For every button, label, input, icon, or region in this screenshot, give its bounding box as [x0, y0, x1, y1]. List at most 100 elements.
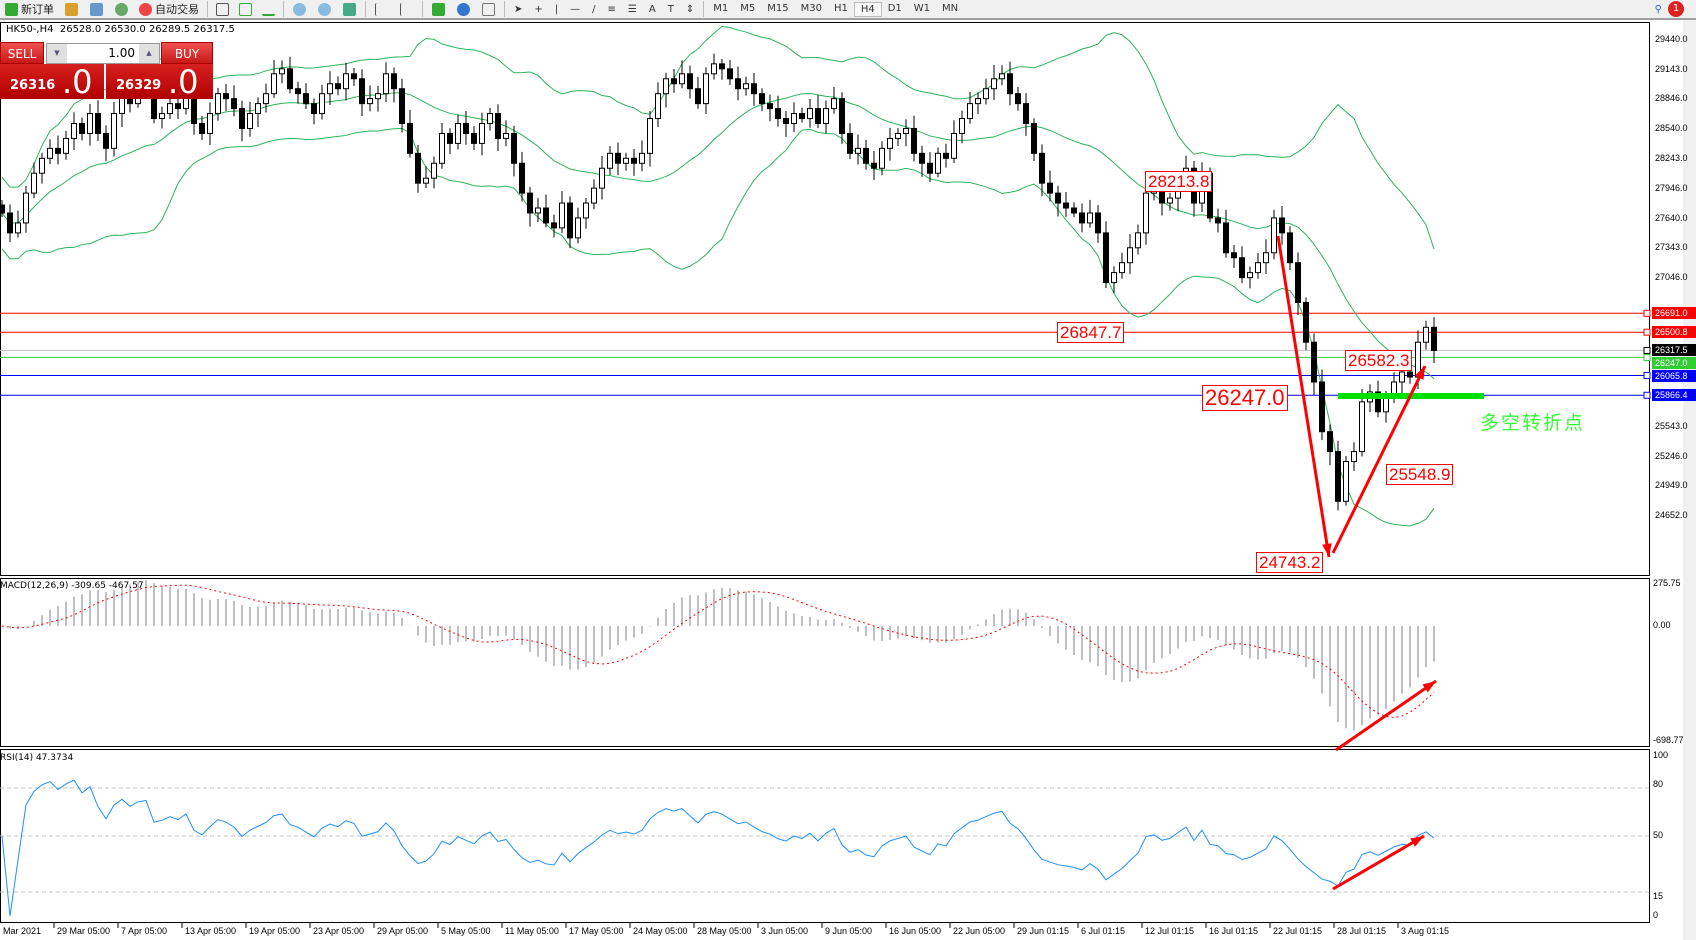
bullish-candle	[655, 93, 661, 120]
bullish-candle	[743, 83, 749, 90]
down-arrow	[1276, 235, 1331, 558]
timeframe-m1[interactable]: M1	[713, 2, 729, 14]
search-icon[interactable]: ⚲	[1654, 3, 1662, 15]
timeframe-h4[interactable]: H4	[853, 1, 882, 17]
bullish-candle	[1143, 192, 1149, 234]
bullish-candle	[895, 132, 901, 139]
bullish-candle	[439, 132, 445, 164]
tile-windows-icon[interactable]	[343, 2, 356, 16]
bar-chart-icon[interactable]	[216, 2, 229, 16]
bullish-candle	[951, 132, 957, 159]
timeframe-w1[interactable]: W1	[913, 2, 931, 14]
symbol-label: HK50-,H4	[6, 24, 54, 35]
candlestick-icon[interactable]	[239, 2, 252, 16]
templates-icon[interactable]	[482, 2, 495, 16]
timeframe-m5[interactable]: M5	[740, 2, 756, 14]
bearish-candle	[527, 192, 533, 214]
bullish-candle	[879, 147, 885, 169]
auto-scroll-icon[interactable]	[375, 2, 388, 16]
high-value: 26530.0	[104, 24, 146, 35]
macd-divergence-arrow	[1335, 679, 1437, 752]
bullish-candle	[87, 113, 93, 134]
main-pane-frame	[0, 22, 1650, 576]
time-axis-label: 5 May 05:00	[441, 926, 491, 936]
auto-trading-button[interactable]: 自动交易	[134, 0, 204, 18]
annotation-pivot[interactable]: 26247.0	[1202, 385, 1288, 411]
timeframe-mn[interactable]: MN	[942, 2, 959, 14]
vertical-line-icon[interactable]: |	[554, 3, 559, 15]
bullish-candle	[959, 118, 965, 134]
line-chart-icon[interactable]	[262, 3, 275, 16]
time-axis-label: 22 Jul 01:15	[1273, 926, 1323, 936]
periods-icon[interactable]	[457, 2, 470, 16]
annotation-recent-high[interactable]: 26582.3	[1345, 350, 1413, 371]
time-axis-label: 13 Apr 05:00	[185, 926, 237, 936]
arrows-icon[interactable]: ⇕	[685, 3, 695, 15]
timeframe-d1[interactable]: D1	[887, 2, 902, 14]
signal-icon[interactable]	[115, 2, 128, 16]
bearish-candle	[1015, 93, 1021, 105]
text-label-icon[interactable]: T	[667, 3, 674, 15]
time-axis-label: 11 May 05:00	[505, 926, 559, 936]
time-axis-label: 9 Jun 05:00	[825, 926, 873, 936]
bearish-candle	[415, 152, 421, 184]
zoom-out-icon[interactable]	[318, 2, 331, 16]
bullish-candle	[255, 103, 261, 115]
annotation-high[interactable]: 28213.8	[1145, 171, 1213, 192]
timeframe-m15[interactable]: M15	[767, 2, 789, 14]
bid-price-button[interactable]: 26316.0	[0, 63, 104, 101]
market-watch-icon[interactable]	[65, 2, 78, 16]
annotation-low[interactable]: 26847.7	[1057, 322, 1125, 343]
bullish-candle	[999, 73, 1005, 80]
navigator-icon[interactable]	[90, 2, 103, 16]
bullish-candle	[15, 222, 21, 234]
notifications-badge[interactable]: 1	[1668, 1, 1684, 17]
bearish-candle	[1327, 431, 1333, 453]
horizontal-line-icon[interactable]: —	[570, 3, 581, 15]
crosshair-icon[interactable]: +	[534, 3, 543, 15]
price-axis-label: 27343.0	[1655, 242, 1688, 253]
indicators-icon[interactable]	[432, 2, 445, 16]
zoom-in-icon[interactable]	[293, 2, 306, 16]
bullish-candle	[1247, 272, 1253, 279]
time-axis-label: 16 Jun 05:00	[889, 926, 942, 936]
bullish-candle	[1119, 262, 1125, 274]
fibonacci-icon[interactable]: ☰	[627, 3, 637, 15]
level-handle	[1643, 391, 1651, 399]
chart-shift-icon[interactable]	[400, 2, 413, 16]
bullish-candle	[623, 157, 629, 164]
bearish-candle	[1023, 103, 1029, 125]
lot-decrease-icon[interactable]: ▼	[47, 44, 67, 63]
bearish-candle	[543, 207, 549, 224]
timeframe-m30[interactable]: M30	[800, 2, 822, 14]
ask-price-button[interactable]: 26329.0	[106, 63, 213, 101]
bearish-candle	[1431, 326, 1437, 351]
price-axis-label: 27946.0	[1655, 182, 1688, 193]
bearish-candle	[687, 73, 693, 90]
new-order-button[interactable]: 新订单	[0, 0, 59, 18]
bullish-candle	[975, 98, 981, 105]
one-click-trading-panel: SELL 1.00 ▼ ▲ BUY 26316.0 26329.0	[0, 42, 213, 101]
text-icon[interactable]: A	[648, 3, 656, 15]
channel-icon[interactable]: ≡	[607, 3, 616, 15]
bearish-candle	[519, 162, 525, 194]
trendline-icon[interactable]: /	[592, 3, 596, 15]
bullish-candle	[583, 202, 589, 219]
lot-increase-icon[interactable]: ▲	[139, 44, 159, 63]
bullish-candle	[1263, 252, 1269, 264]
annotation-bottom[interactable]: 24743.2	[1256, 552, 1324, 573]
bearish-candle	[631, 157, 637, 164]
cursor-icon[interactable]: ➤	[514, 3, 523, 15]
bearish-candle	[511, 132, 517, 164]
lot-size-input[interactable]: 1.00 ▼ ▲	[46, 43, 160, 64]
buy-button[interactable]: BUY	[161, 42, 213, 64]
time-axis-label: 16 Jul 01:15	[1209, 926, 1259, 936]
sell-button[interactable]: SELL	[0, 42, 44, 64]
time-axis-label: 22 Jun 05:00	[953, 926, 1006, 936]
timeframe-h1[interactable]: H1	[833, 2, 848, 14]
time-axis-label: 24 May 05:00	[633, 926, 688, 936]
bullish-candle	[455, 123, 461, 144]
bearish-candle	[1231, 252, 1237, 259]
bullish-candle	[479, 123, 485, 144]
annotation-higher-low[interactable]: 25548.9	[1386, 464, 1454, 485]
